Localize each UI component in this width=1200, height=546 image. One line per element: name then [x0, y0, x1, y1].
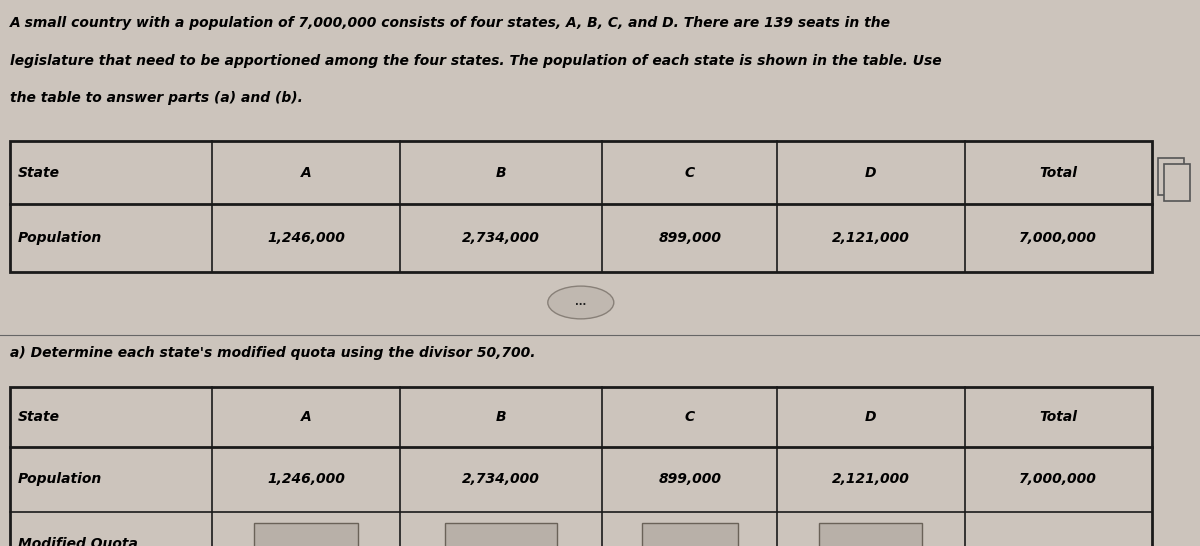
Ellipse shape	[547, 286, 613, 319]
Text: State: State	[18, 166, 60, 180]
Bar	[10, 141, 1152, 272]
Text: Total: Total	[1039, 410, 1078, 424]
Bar	[254, 523, 358, 546]
Text: A: A	[300, 166, 311, 180]
Bar	[1164, 164, 1190, 201]
Bar	[820, 523, 923, 546]
Text: 899,000: 899,000	[659, 472, 721, 486]
Bar	[10, 141, 1152, 272]
Text: B: B	[496, 410, 506, 424]
Text: 7,000,000: 7,000,000	[1019, 232, 1097, 245]
Bar	[642, 523, 738, 546]
Text: 2,121,000: 2,121,000	[832, 472, 910, 486]
Bar	[1158, 157, 1184, 195]
Text: Total: Total	[1039, 166, 1078, 180]
Text: B: B	[496, 166, 506, 180]
Text: 1,246,000: 1,246,000	[268, 232, 344, 245]
Text: 899,000: 899,000	[659, 232, 721, 245]
Text: Modified Quota: Modified Quota	[18, 537, 138, 546]
Text: C: C	[685, 410, 695, 424]
Text: 2,121,000: 2,121,000	[832, 232, 910, 245]
Text: legislature that need to be apportioned among the four states. The population of: legislature that need to be apportioned …	[10, 54, 941, 68]
Bar	[10, 387, 1152, 546]
Text: a) Determine each state's modified quota using the divisor 50,700.: a) Determine each state's modified quota…	[10, 346, 535, 360]
Text: 2,734,000: 2,734,000	[462, 472, 540, 486]
Text: 7,000,000: 7,000,000	[1019, 472, 1097, 486]
Text: 2,734,000: 2,734,000	[462, 232, 540, 245]
Bar	[445, 523, 557, 546]
Text: State: State	[18, 410, 60, 424]
Text: ...: ...	[575, 298, 587, 307]
Text: D: D	[865, 166, 876, 180]
Text: 1,246,000: 1,246,000	[268, 472, 344, 486]
Text: D: D	[865, 410, 876, 424]
Text: the table to answer parts (a) and (b).: the table to answer parts (a) and (b).	[10, 91, 302, 105]
Text: A: A	[300, 410, 311, 424]
Text: C: C	[685, 166, 695, 180]
Text: Population: Population	[18, 472, 102, 486]
Text: A small country with a population of 7,000,000 consists of four states, A, B, C,: A small country with a population of 7,0…	[10, 16, 890, 31]
Text: Population: Population	[18, 232, 102, 245]
Bar	[10, 387, 1152, 546]
